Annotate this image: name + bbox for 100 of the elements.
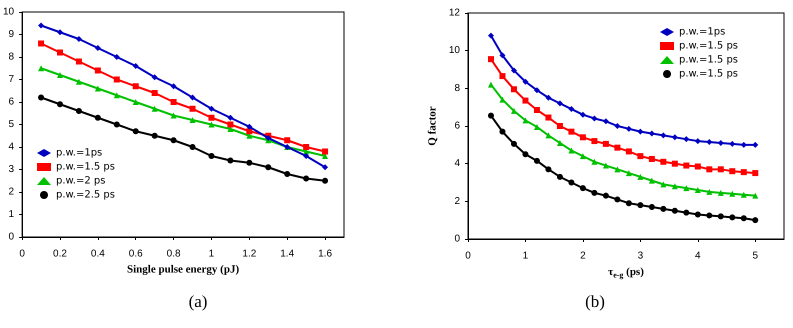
point xyxy=(602,162,609,169)
y-tick-label: 5 xyxy=(8,119,15,130)
x-axis-title: Single pulse energy (pJ) xyxy=(126,263,240,276)
y-tick-label: 4 xyxy=(454,158,460,170)
point xyxy=(672,208,678,214)
point xyxy=(76,78,82,85)
point xyxy=(648,178,655,184)
point xyxy=(114,122,120,128)
point xyxy=(190,144,196,150)
point xyxy=(545,132,552,138)
point xyxy=(303,144,310,150)
point xyxy=(208,106,214,112)
point xyxy=(56,72,63,78)
point xyxy=(694,187,701,194)
point xyxy=(56,50,63,56)
point xyxy=(591,138,598,144)
point xyxy=(648,130,655,137)
point xyxy=(114,76,120,82)
point xyxy=(170,137,177,144)
y-tick-label: 3 xyxy=(8,164,15,175)
point xyxy=(545,166,552,172)
point xyxy=(694,163,701,170)
point xyxy=(706,139,712,146)
point xyxy=(556,140,563,146)
point xyxy=(322,148,328,154)
point xyxy=(76,36,82,42)
point xyxy=(591,115,598,122)
point xyxy=(545,114,552,121)
point xyxy=(284,137,290,144)
point xyxy=(190,117,196,123)
point xyxy=(637,153,644,160)
point xyxy=(132,99,139,105)
point xyxy=(38,65,44,72)
point xyxy=(694,138,701,144)
x-tick-label: 1.2 xyxy=(242,248,257,260)
point xyxy=(648,204,655,210)
point xyxy=(76,108,82,114)
point xyxy=(208,114,214,121)
point xyxy=(660,158,666,165)
x-tick-label: 0.4 xyxy=(90,248,106,260)
x-tick-label: 1 xyxy=(208,248,215,260)
point xyxy=(752,192,758,199)
legend-label: p.w.=1.5 ps xyxy=(56,162,115,172)
point xyxy=(94,114,101,121)
point xyxy=(303,153,310,159)
point xyxy=(614,144,620,151)
y-tick-label: 2 xyxy=(454,196,460,207)
point xyxy=(591,190,598,196)
point xyxy=(76,58,82,64)
legend-label: p.w.=2.5 ps xyxy=(56,190,115,200)
point xyxy=(56,29,63,36)
point xyxy=(729,190,736,197)
point xyxy=(265,164,272,170)
legend-label: p.w.=1.5 ps xyxy=(679,54,738,66)
y-tick-label: 1 xyxy=(8,209,15,220)
point xyxy=(672,160,678,167)
x-tick-label: 1.4 xyxy=(280,248,295,260)
point xyxy=(740,215,747,222)
point xyxy=(568,147,574,154)
point xyxy=(56,101,63,108)
point xyxy=(660,181,666,188)
point xyxy=(522,117,528,124)
point xyxy=(534,87,540,94)
point xyxy=(694,212,701,218)
x-tick-label: 0.2 xyxy=(53,248,68,260)
point xyxy=(522,98,528,104)
point xyxy=(94,68,101,74)
point xyxy=(522,78,528,85)
point xyxy=(510,86,517,92)
point xyxy=(38,40,44,46)
point xyxy=(718,140,724,146)
point xyxy=(637,128,644,135)
point xyxy=(672,183,678,190)
point xyxy=(591,158,598,165)
point xyxy=(718,213,724,220)
point xyxy=(683,136,690,142)
y-axis-title: Q factor xyxy=(426,106,438,146)
y-tick-label: 10 xyxy=(3,6,15,18)
point xyxy=(170,83,177,90)
point xyxy=(499,73,506,80)
y-tick-label: 6 xyxy=(454,120,460,132)
y-tick-label: 0 xyxy=(8,232,15,242)
point xyxy=(706,212,712,218)
point xyxy=(637,202,644,208)
point xyxy=(660,132,666,138)
x-tick-label: 0 xyxy=(19,248,26,260)
point xyxy=(752,217,758,224)
y-tick-label: 9 xyxy=(8,29,15,40)
y-tick-label: 8 xyxy=(8,52,15,62)
point xyxy=(729,168,736,174)
point xyxy=(602,118,609,124)
point xyxy=(246,160,252,166)
point xyxy=(580,153,586,160)
y-tick-label: 6 xyxy=(8,96,15,108)
point xyxy=(322,164,328,170)
point xyxy=(152,106,158,112)
point xyxy=(488,32,494,39)
point xyxy=(706,188,712,195)
point xyxy=(227,114,234,121)
point xyxy=(706,166,712,172)
